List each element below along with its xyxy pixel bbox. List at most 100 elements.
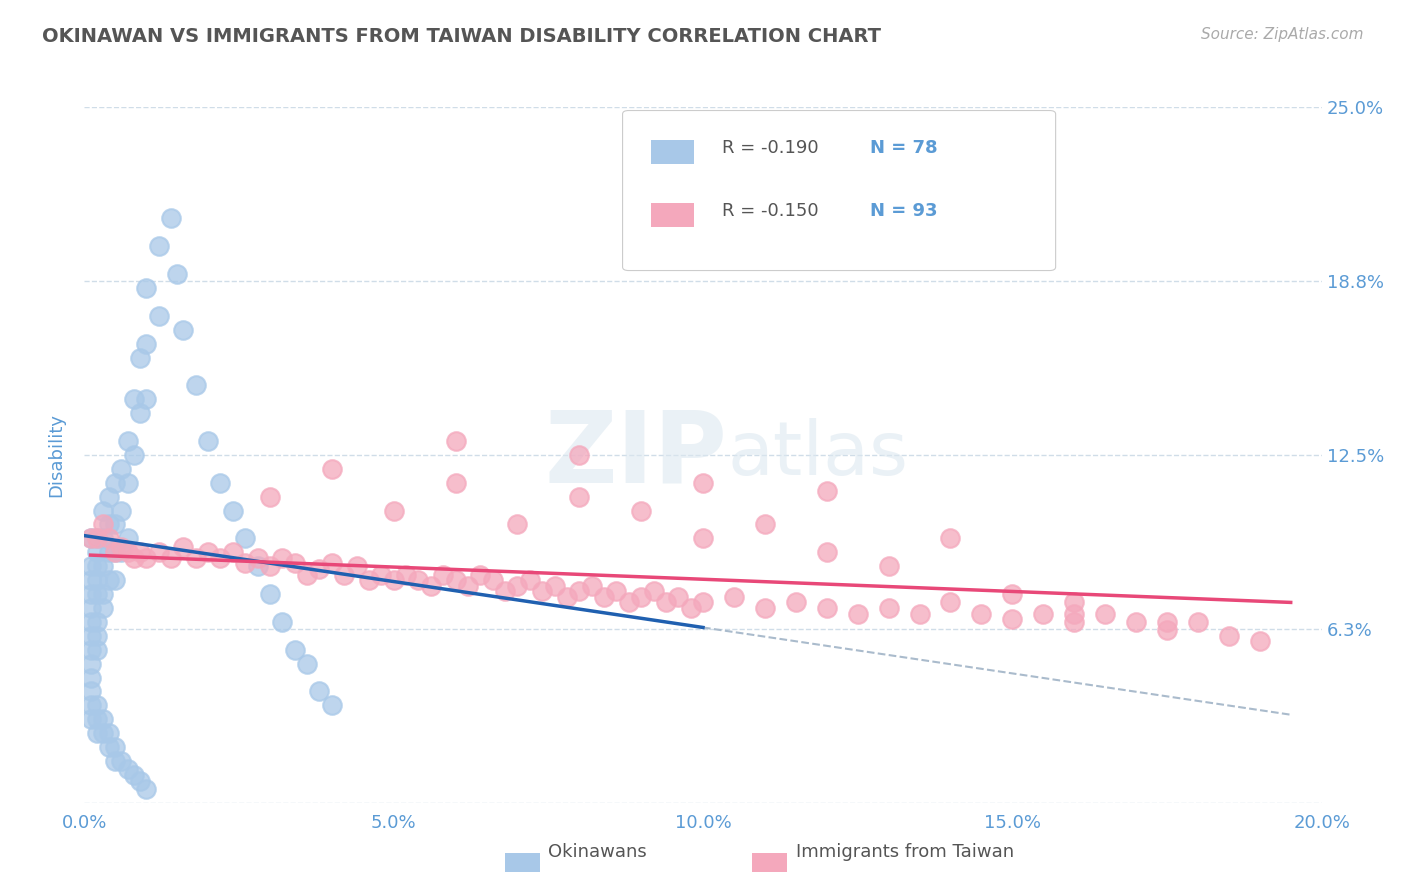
Point [172, 323, 194, 337]
Point [246, 550, 269, 565]
Point [939, 532, 962, 546]
Point [79, 559, 101, 574]
Point [1001, 587, 1024, 601]
Point [785, 595, 807, 609]
Point [117, 532, 139, 546]
Point [86, 545, 108, 559]
Point [110, 540, 132, 554]
Point [692, 532, 714, 546]
Point [98, 726, 121, 740]
Point [79, 684, 101, 698]
Point [110, 462, 132, 476]
Point [91, 726, 114, 740]
Point [321, 557, 343, 571]
Point [321, 698, 343, 713]
Point [104, 740, 127, 755]
Point [1218, 629, 1240, 643]
Point [79, 573, 101, 587]
Point [1094, 607, 1116, 621]
FancyBboxPatch shape [752, 853, 787, 872]
Point [91, 587, 114, 601]
Point [79, 712, 101, 726]
Point [308, 562, 330, 576]
Point [86, 615, 108, 629]
Point [271, 615, 294, 629]
Point [382, 573, 405, 587]
Point [295, 657, 318, 671]
Point [970, 607, 993, 621]
Point [444, 475, 467, 490]
Point [333, 567, 356, 582]
Point [86, 629, 108, 643]
Point [91, 712, 114, 726]
Text: Immigrants from Taiwan: Immigrants from Taiwan [796, 843, 1014, 861]
Text: N = 78: N = 78 [870, 139, 938, 157]
Point [117, 763, 139, 777]
Point [104, 545, 127, 559]
Point [98, 545, 121, 559]
Point [104, 573, 127, 587]
Point [630, 503, 652, 517]
Point [939, 595, 962, 609]
Point [284, 557, 307, 571]
Point [581, 579, 603, 593]
Point [846, 607, 869, 621]
Point [593, 590, 616, 604]
Point [506, 579, 529, 593]
Point [346, 559, 368, 574]
Point [79, 601, 101, 615]
Point [86, 642, 108, 657]
Point [135, 550, 157, 565]
Text: R = -0.150: R = -0.150 [721, 202, 818, 220]
Point [86, 712, 108, 726]
Point [110, 545, 132, 559]
Point [605, 584, 627, 599]
Point [122, 392, 145, 407]
Point [79, 532, 101, 546]
Point [1156, 615, 1178, 629]
Point [79, 615, 101, 629]
Point [531, 584, 554, 599]
Point [555, 590, 578, 604]
Point [104, 545, 127, 559]
Point [908, 607, 931, 621]
Point [98, 740, 121, 755]
Point [122, 768, 145, 782]
Point [135, 781, 157, 796]
Point [98, 490, 121, 504]
Point [666, 590, 689, 604]
Point [117, 545, 139, 559]
Point [259, 587, 281, 601]
Text: ZIP: ZIP [546, 407, 728, 503]
Text: R = -0.190: R = -0.190 [721, 139, 818, 157]
Point [184, 550, 207, 565]
Point [91, 559, 114, 574]
Point [754, 517, 776, 532]
Point [129, 406, 152, 420]
Point [233, 557, 256, 571]
Point [259, 490, 281, 504]
Point [877, 601, 900, 615]
Point [79, 657, 101, 671]
Point [643, 584, 665, 599]
Point [295, 567, 318, 582]
Point [86, 726, 108, 740]
Point [877, 559, 900, 574]
Point [723, 590, 745, 604]
Point [1001, 612, 1024, 626]
Point [815, 484, 838, 499]
Point [209, 475, 232, 490]
Point [1187, 615, 1209, 629]
Point [135, 281, 157, 295]
Point [692, 475, 714, 490]
Point [104, 475, 127, 490]
Point [110, 754, 132, 768]
FancyBboxPatch shape [623, 111, 1056, 270]
Point [86, 532, 108, 546]
Point [166, 267, 188, 281]
Point [370, 567, 392, 582]
Point [395, 567, 418, 582]
Point [432, 567, 454, 582]
Point [470, 567, 492, 582]
Point [408, 573, 430, 587]
